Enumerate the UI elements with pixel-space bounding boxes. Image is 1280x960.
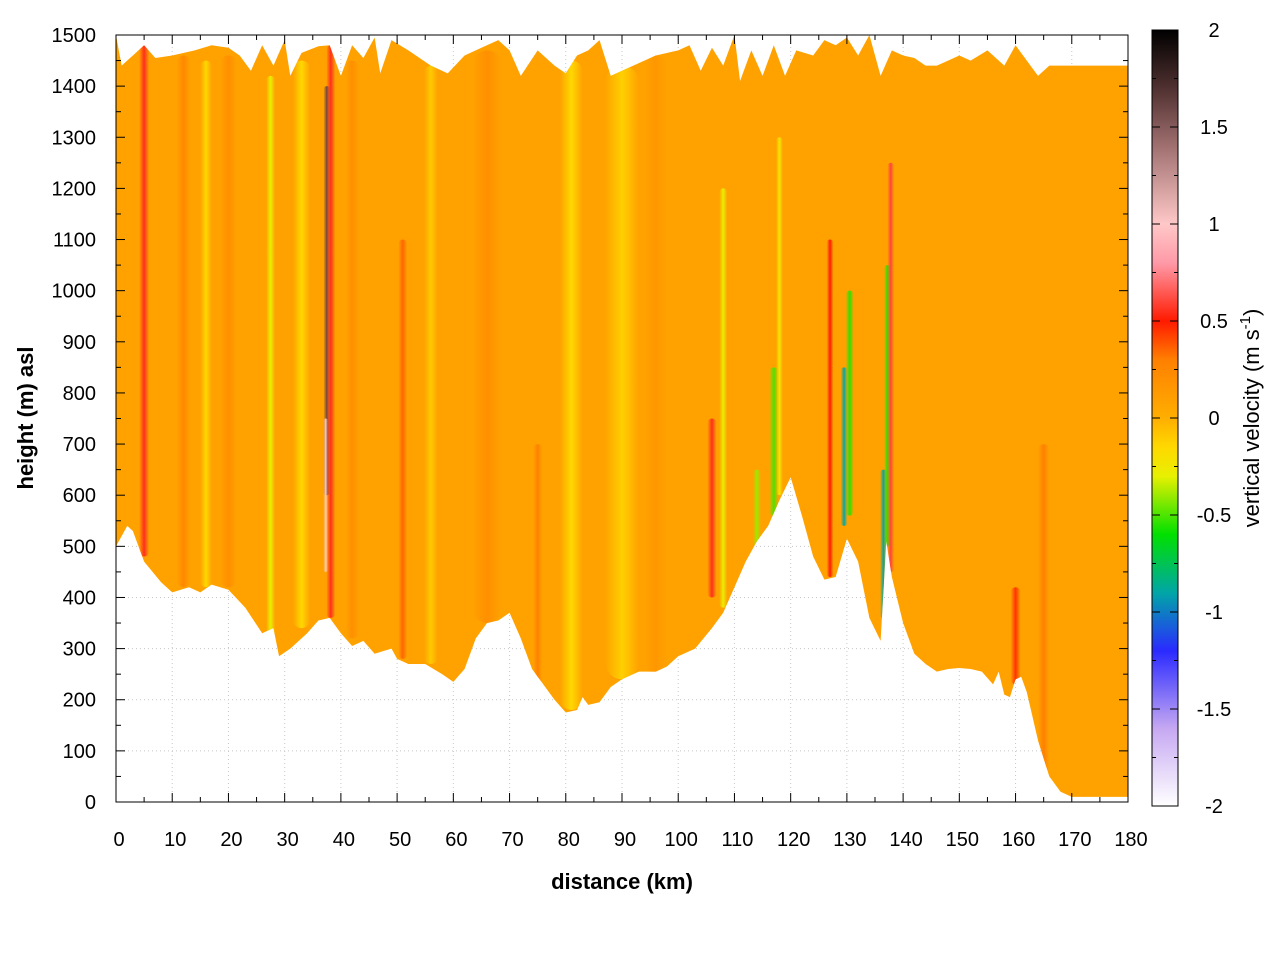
colorbar-tick-label: 0.5 bbox=[1200, 311, 1228, 333]
velocity-streak bbox=[473, 50, 502, 624]
colorbar-tick-label: -1.5 bbox=[1197, 699, 1231, 721]
x-tick-label: 170 bbox=[1058, 829, 1091, 851]
y-tick-label: 400 bbox=[63, 587, 96, 609]
y-tick-label: 700 bbox=[63, 434, 96, 456]
velocity-streak bbox=[644, 55, 667, 675]
colorbar-tick-label: -1 bbox=[1205, 602, 1223, 624]
velocity-streak bbox=[605, 65, 639, 680]
y-tick-label: 800 bbox=[63, 383, 96, 405]
x-tick-label: 120 bbox=[777, 829, 810, 851]
x-tick-label: 160 bbox=[1002, 829, 1035, 851]
y-axis: 0 100 200 300 400 500 600 700 800 900 1000 1100 1200… bbox=[52, 25, 1128, 814]
velocity-streak bbox=[424, 65, 438, 664]
velocity-streak bbox=[1038, 444, 1050, 772]
x-tick-label: 60 bbox=[445, 829, 467, 851]
x-tick-label: 70 bbox=[501, 829, 523, 851]
y-tick-label: 600 bbox=[63, 485, 96, 507]
velocity-streak bbox=[533, 444, 543, 685]
x-axis: 0 10 20 30 40 50 60 70 80 90 100 110 120 130 140 150 160… bbox=[113, 35, 1148, 851]
colorbar-tick-label: -0.5 bbox=[1197, 505, 1231, 527]
x-tick-label: 10 bbox=[164, 829, 186, 851]
velocity-streak bbox=[220, 55, 237, 588]
x-tick-label: 50 bbox=[389, 829, 411, 851]
y-tick-label: 200 bbox=[63, 690, 96, 712]
y-tick-label: 1100 bbox=[53, 230, 96, 252]
x-tick-label: 180 bbox=[1114, 829, 1147, 851]
colorbar-title: vertical velocity (m s-1) bbox=[1237, 309, 1264, 528]
y-axis-title: height (m) asl bbox=[13, 346, 38, 489]
y-tick-label: 500 bbox=[63, 536, 96, 558]
y-tick-label: 1500 bbox=[52, 25, 97, 47]
velocity-streak bbox=[326, 45, 336, 618]
x-tick-label: 100 bbox=[665, 829, 698, 851]
y-tick-label: 1200 bbox=[52, 178, 97, 200]
colorbar-tick-label: 1.5 bbox=[1200, 117, 1228, 139]
x-tick-label: 40 bbox=[333, 829, 355, 851]
velocity-streak bbox=[398, 239, 408, 659]
y-tick-label: 1400 bbox=[52, 76, 97, 98]
velocity-streak bbox=[560, 60, 583, 710]
velocity-streak bbox=[1010, 587, 1021, 685]
y-tick-label: 1300 bbox=[52, 127, 97, 149]
x-tick-label: 110 bbox=[721, 829, 753, 851]
velocity-streak bbox=[200, 60, 212, 588]
colorbar-ticks: -2 -1.5 -1 -0.5 0 0.5 1 1.5 2 bbox=[1152, 20, 1231, 818]
velocity-streak bbox=[826, 239, 834, 578]
velocity-streaks bbox=[139, 45, 1050, 772]
velocity-streak bbox=[719, 188, 728, 608]
x-tick-label: 130 bbox=[833, 829, 866, 851]
velocity-streak bbox=[776, 137, 783, 496]
velocity-streak bbox=[293, 60, 310, 629]
velocity-streak bbox=[752, 469, 761, 547]
colorbar-tick-label: 0 bbox=[1208, 408, 1219, 430]
x-tick-label: 0 bbox=[113, 829, 124, 851]
y-tick-label: 100 bbox=[63, 741, 96, 763]
x-tick-label: 140 bbox=[889, 829, 922, 851]
x-tick-label: 20 bbox=[220, 829, 242, 851]
colorbar-title-close: ) bbox=[1239, 309, 1264, 316]
velocity-streak bbox=[139, 45, 150, 557]
velocity-streak bbox=[266, 75, 276, 639]
velocity-field bbox=[116, 35, 1128, 797]
colorbar-title-text: vertical velocity (m s bbox=[1239, 329, 1264, 527]
velocity-streak bbox=[345, 60, 359, 639]
x-tick-label: 90 bbox=[614, 829, 636, 851]
colorbar-tick-label: 2 bbox=[1208, 20, 1219, 42]
velocity-streak bbox=[176, 55, 191, 588]
colorbar: -2 -1.5 -1 -0.5 0 0.5 1 1.5 2 vertical velocity … bbox=[1151, 20, 1264, 818]
x-tick-label: 150 bbox=[946, 829, 979, 851]
velocity-streak bbox=[323, 418, 328, 572]
colorbar-tick-label: 1 bbox=[1208, 214, 1219, 236]
colorbar-title-superscript: -1 bbox=[1237, 316, 1254, 329]
y-tick-label: 900 bbox=[63, 332, 96, 354]
velocity-streak bbox=[707, 418, 717, 598]
velocity-streak bbox=[887, 162, 895, 572]
velocity-streak bbox=[845, 290, 854, 516]
x-tick-label: 30 bbox=[277, 829, 299, 851]
colorbar-tick-label: -2 bbox=[1205, 796, 1223, 818]
y-tick-label: 300 bbox=[63, 639, 96, 661]
x-axis-title: distance (km) bbox=[551, 869, 693, 894]
x-tick-label: 80 bbox=[558, 829, 580, 851]
y-tick-label: 0 bbox=[85, 792, 96, 814]
y-tick-label: 1000 bbox=[52, 281, 97, 303]
